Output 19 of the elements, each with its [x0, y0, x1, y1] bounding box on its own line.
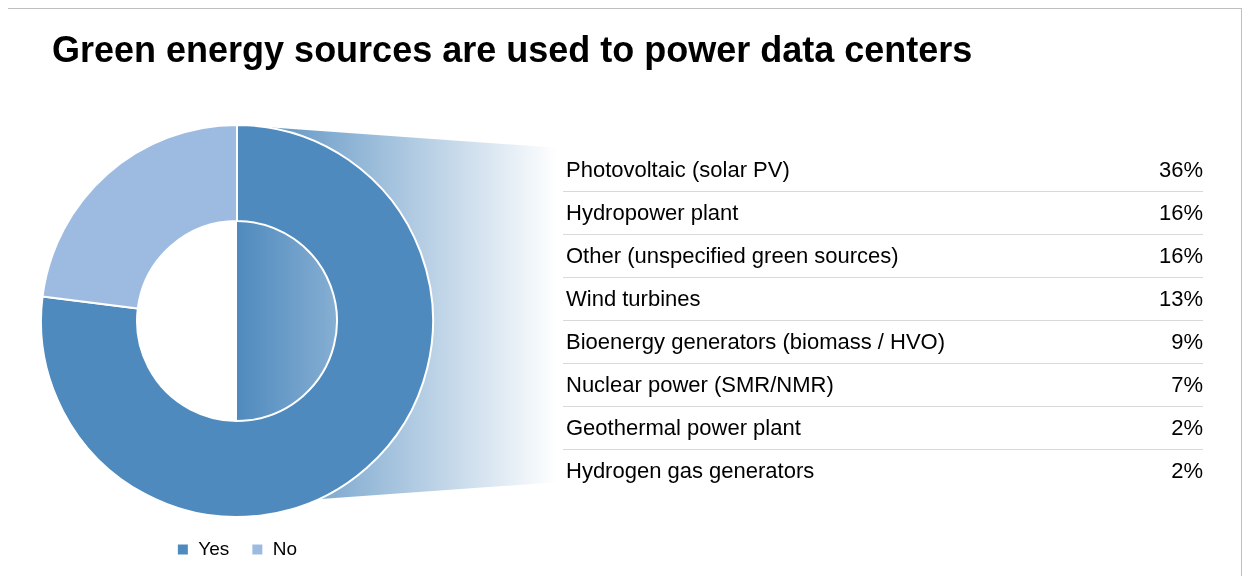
- data-label: 2%: [1171, 457, 1203, 485]
- data-label: 16%: [1158, 242, 1203, 270]
- category-label: Hydrogen gas generators: [566, 457, 815, 485]
- category-label: Nuclear power (SMR/NMR): [566, 371, 834, 399]
- category-label: Wind turbines: [566, 285, 701, 313]
- category-label: Hydropower plant: [566, 199, 739, 227]
- data-label: 13%: [1158, 285, 1203, 313]
- category-label: Geothermal power plant: [566, 414, 801, 442]
- data-label: 36%: [1158, 156, 1203, 184]
- data-label: 16%: [1158, 199, 1203, 227]
- category-label: Other (unspecified green sources): [566, 242, 899, 270]
- category-label: Bioenergy generators (biomass / HVO): [566, 328, 946, 356]
- category-label: Photovoltaic (solar PV): [566, 156, 790, 184]
- legend-label: Yes: [198, 537, 230, 559]
- text: Green energy sources are used to power data centers: [52, 29, 973, 71]
- data-label: 2%: [1171, 414, 1203, 442]
- legend-label: No: [272, 537, 298, 559]
- data-label: 9%: [1171, 328, 1203, 356]
- data-label: 7%: [1171, 371, 1203, 399]
